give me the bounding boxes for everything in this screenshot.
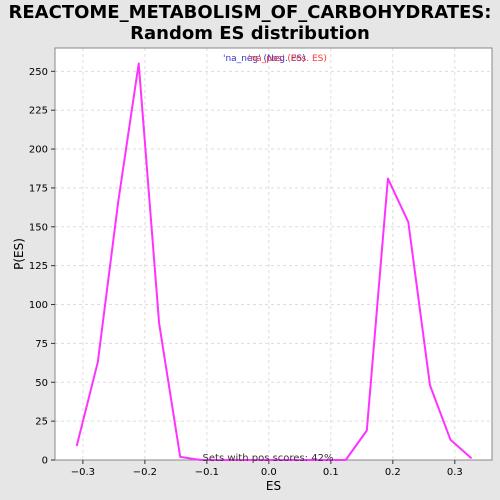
plot-area [55,48,492,460]
y-tick-label: 50 [35,378,48,389]
x-tick-label: −0.2 [133,467,157,478]
x-axis-label: ES [266,479,281,493]
y-axis-label: P(ES) [12,238,26,270]
y-tick-label: 175 [29,183,48,194]
x-tick-label: 0.3 [447,467,463,478]
y-tick-label: 100 [29,300,48,311]
y-tick-label: 250 [29,67,48,78]
y-tick-label: 25 [35,417,48,428]
pos-scores-annotation: Sets with pos scores: 42% [203,453,334,464]
y-tick-label: 225 [29,106,48,117]
x-tick-label: 0.0 [261,467,277,478]
y-tick-label: 150 [29,222,48,233]
y-tick-label: 125 [29,261,48,272]
legend-entry: 'na_neg' (Neg. ES) [223,54,306,64]
x-tick-label: 0.2 [385,467,401,478]
legend-entry: 'na_pos' (Pos. ES) [248,54,327,64]
chart-title-line2: Random ES distribution [130,23,370,44]
y-tick-label: 75 [35,339,48,350]
x-tick-label: −0.1 [195,467,219,478]
x-tick-label: −0.3 [71,467,95,478]
y-tick-label: 0 [42,456,48,467]
x-tick-label: 0.1 [323,467,339,478]
chart-title-line1: REACTOME_METABOLISM_OF_CARBOHYDRATES: [8,2,492,23]
y-tick-label: 200 [29,145,48,156]
series-line [75,62,473,461]
